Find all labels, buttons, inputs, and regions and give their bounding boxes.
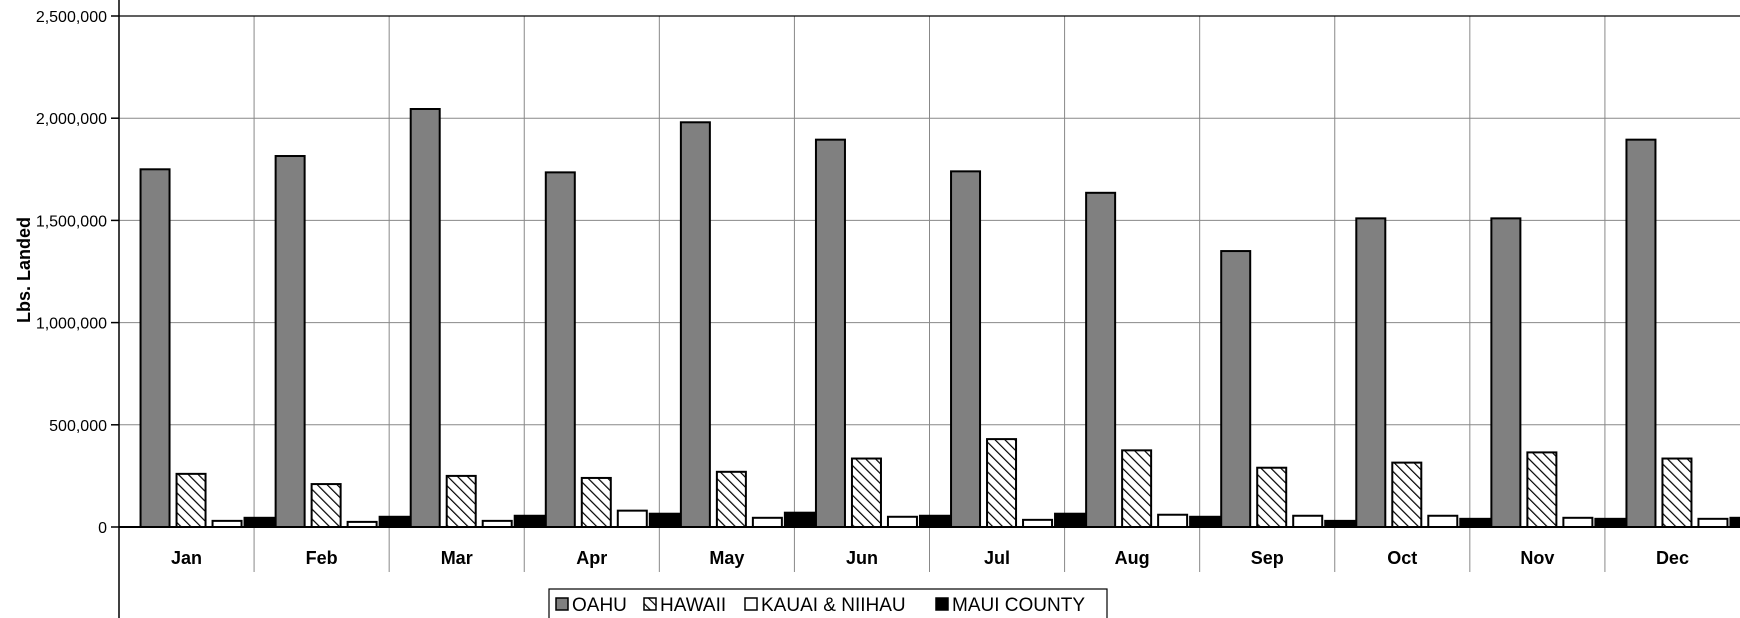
x-tick-label: Mar xyxy=(441,548,473,568)
y-tick-label: 2,500,000 xyxy=(36,9,107,26)
bar-hawaii-jun xyxy=(850,457,882,528)
legend-box xyxy=(548,588,1108,618)
bar-oahu-feb xyxy=(274,155,306,528)
x-tick-label: Feb xyxy=(306,548,338,568)
bar-hawaii-oct xyxy=(1391,461,1423,529)
bar-hawaii-apr xyxy=(580,476,612,528)
x-tick-label: Oct xyxy=(1387,548,1417,568)
bars xyxy=(139,108,1740,529)
bar-hawaii-feb xyxy=(310,483,342,528)
legend-swatch-maui-county xyxy=(935,597,949,611)
x-tick-label: Nov xyxy=(1520,548,1554,568)
bar-kauai-niihau-jul xyxy=(1022,518,1054,529)
y-tick-label: 2,000,000 xyxy=(36,111,107,128)
bar-kauai-niihau-dec xyxy=(1697,517,1729,528)
bar-hawaii-sep xyxy=(1256,466,1288,528)
bar-oahu-jul xyxy=(950,170,982,528)
bar-oahu-dec xyxy=(1625,138,1657,529)
y-tick-label: 0 xyxy=(98,520,107,537)
x-tick-label: Dec xyxy=(1656,548,1689,568)
x-tick-label: May xyxy=(709,548,744,568)
axis-labels: 0 500,000 1,000,000 1,500,000 2,000,000 2,500… xyxy=(36,9,1689,568)
legend-label-maui-county: MAUI COUNTY xyxy=(952,595,1085,616)
bar-hawaii-may xyxy=(715,470,747,529)
bar-kauai-niihau-apr xyxy=(616,509,648,529)
bar-kauai-niihau-oct xyxy=(1427,514,1459,528)
bar-maui-county-dec xyxy=(1729,516,1740,529)
x-tick-label: Jun xyxy=(846,548,878,568)
bar-maui-county-apr xyxy=(648,512,681,528)
y-axis-label: Lbs. Landed xyxy=(14,217,34,323)
bar-kauai-niihau-aug xyxy=(1157,513,1189,529)
legend-swatch-oahu xyxy=(555,597,569,611)
legend-label-oahu: OAHU xyxy=(572,595,627,616)
bar-oahu-may xyxy=(679,121,711,529)
bar-hawaii-mar xyxy=(445,474,477,528)
bar-hawaii-aug xyxy=(1121,449,1153,529)
legend-label-kauai-niihau: KAUAI & NIIHAU xyxy=(761,595,906,616)
bar-oahu-jan xyxy=(139,168,171,529)
bar-oahu-oct xyxy=(1355,217,1387,529)
bar-kauai-niihau-sep xyxy=(1292,514,1324,528)
x-tick-label: Apr xyxy=(576,548,607,568)
x-tick-label: Jan xyxy=(171,548,202,568)
y-tick-label: 500,000 xyxy=(49,418,107,435)
bar-maui-county-mar xyxy=(513,514,546,528)
x-tick-label: Jul xyxy=(984,548,1010,568)
bar-oahu-mar xyxy=(409,108,441,528)
bar-hawaii-nov xyxy=(1526,451,1558,529)
bar-kauai-niihau-jun xyxy=(886,515,918,529)
legend-swatch-kauai-niihau xyxy=(744,597,758,611)
bar-hawaii-dec xyxy=(1661,457,1693,528)
bar-oahu-apr xyxy=(544,171,576,528)
bar-kauai-niihau-nov xyxy=(1562,516,1594,529)
bar-maui-county-jun xyxy=(918,514,951,528)
axes xyxy=(111,0,1740,618)
bar-maui-county-nov xyxy=(1594,517,1627,528)
legend-label-hawaii: HAWAII xyxy=(660,595,726,616)
legend-swatch-hawaii xyxy=(643,597,657,611)
bar-maui-county-oct xyxy=(1459,517,1492,528)
bar-hawaii-jan xyxy=(175,472,207,528)
bar-oahu-nov xyxy=(1490,217,1522,529)
bar-maui-county-feb xyxy=(378,515,411,529)
bar-oahu-jun xyxy=(814,138,846,529)
x-tick-label: Aug xyxy=(1115,548,1150,568)
bar-kauai-niihau-may xyxy=(751,516,783,529)
x-tick-label: Sep xyxy=(1251,548,1284,568)
bar-maui-county-jan xyxy=(243,516,276,529)
bar-oahu-sep xyxy=(1220,250,1252,528)
bar-oahu-aug xyxy=(1085,191,1117,528)
y-tick-label: 1,500,000 xyxy=(36,213,107,230)
y-tick-label: 1,000,000 xyxy=(36,316,107,333)
bar-maui-county-aug xyxy=(1189,515,1222,529)
bar-hawaii-jul xyxy=(986,438,1018,528)
legend: OAHU HAWAII KAUAI & NIIHAU MAUI COUNTY xyxy=(548,588,1108,618)
bar-maui-county-jul xyxy=(1054,512,1087,528)
bar-maui-county-may xyxy=(783,511,816,529)
